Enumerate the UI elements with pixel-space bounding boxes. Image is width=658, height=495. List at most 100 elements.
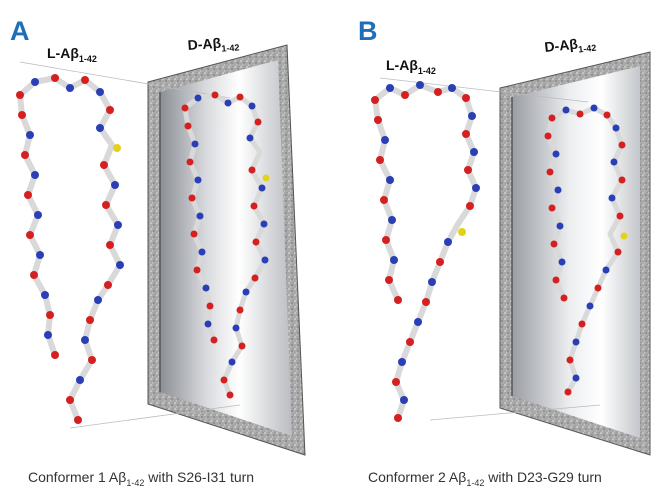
- nitrogen-atom: [224, 99, 232, 107]
- nitrogen-atom: [246, 134, 254, 142]
- atoms: [181, 91, 270, 399]
- nitrogen-atom: [590, 104, 598, 112]
- nitrogen-atom: [114, 221, 122, 229]
- panel-b-letter: B: [358, 16, 378, 46]
- oxygen-atom: [236, 306, 244, 314]
- nitrogen-atom: [228, 358, 236, 366]
- panel-a-d-peptide: [181, 91, 270, 399]
- oxygen-atom: [206, 302, 214, 310]
- oxygen-atom: [546, 168, 554, 176]
- oxygen-atom: [374, 116, 382, 124]
- nitrogen-atom: [258, 184, 266, 192]
- oxygen-atom: [436, 258, 444, 266]
- oxygen-atom: [544, 132, 552, 140]
- nitrogen-atom: [416, 81, 424, 89]
- nitrogen-atom: [468, 112, 476, 120]
- nitrogen-atom: [76, 376, 84, 384]
- oxygen-atom: [236, 93, 244, 101]
- oxygen-atom: [406, 338, 414, 346]
- nitrogen-atom: [260, 220, 268, 228]
- oxygen-atom: [594, 284, 602, 292]
- oxygen-atom: [21, 151, 29, 159]
- oxygen-atom: [578, 320, 586, 328]
- panel-b-left-label: L-Aβ1-42: [386, 57, 436, 76]
- reflection-guide-top: [379, 77, 589, 103]
- oxygen-atom: [550, 240, 558, 248]
- panel-b: B L-Aβ1-42 D-Aβ1-42: [358, 16, 651, 488]
- sulfur-atom: [620, 232, 628, 240]
- oxygen-atom: [188, 194, 196, 202]
- oxygen-atom: [548, 204, 556, 212]
- panel-a: A L-Aβ1-42 D-Aβ1-42: [10, 16, 306, 488]
- panel-b-right-label: D-Aβ1-42: [544, 34, 597, 58]
- nitrogen-atom: [586, 302, 594, 310]
- panel-b-l-peptide: [371, 81, 480, 422]
- mirror-glass: [512, 66, 640, 438]
- nitrogen-atom: [572, 374, 580, 382]
- oxygen-atom: [106, 106, 114, 114]
- panel-b-d-peptide: [544, 104, 628, 396]
- nitrogen-atom: [470, 148, 478, 156]
- nitrogen-atom: [196, 212, 204, 220]
- nitrogen-atom: [66, 84, 74, 92]
- oxygen-atom: [18, 111, 26, 119]
- oxygen-atom: [51, 74, 59, 82]
- nitrogen-atom: [202, 284, 210, 292]
- nitrogen-atom: [194, 94, 202, 102]
- nitrogen-atom: [554, 186, 562, 194]
- oxygen-atom: [100, 161, 108, 169]
- nitrogen-atom: [261, 256, 269, 264]
- oxygen-atom: [422, 298, 430, 306]
- oxygen-atom: [74, 416, 82, 424]
- nitrogen-atom: [198, 248, 206, 256]
- oxygen-atom: [184, 122, 192, 130]
- nitrogen-atom: [386, 84, 394, 92]
- nitrogen-atom: [552, 150, 560, 158]
- oxygen-atom: [26, 231, 34, 239]
- nitrogen-atom: [390, 256, 398, 264]
- nitrogen-atom: [444, 238, 452, 246]
- nitrogen-atom: [248, 102, 256, 110]
- oxygen-atom: [186, 158, 194, 166]
- oxygen-atom: [548, 114, 556, 122]
- reflection-guide-top: [19, 61, 231, 99]
- nitrogen-atom: [41, 291, 49, 299]
- oxygen-atom: [102, 201, 110, 209]
- oxygen-atom: [81, 76, 89, 84]
- nitrogen-atom: [31, 171, 39, 179]
- nitrogen-atom: [36, 251, 44, 259]
- nitrogen-atom: [428, 278, 436, 286]
- nitrogen-atom: [608, 194, 616, 202]
- nitrogen-atom: [448, 84, 456, 92]
- nitrogen-atom: [602, 266, 610, 274]
- sulfur-atom: [113, 144, 121, 152]
- oxygen-atom: [576, 110, 584, 118]
- oxygen-atom: [248, 166, 256, 174]
- oxygen-atom: [462, 94, 470, 102]
- oxygen-atom: [24, 191, 32, 199]
- panel-b-mirror: [379, 51, 651, 456]
- nitrogen-atom: [111, 181, 119, 189]
- nitrogen-atom: [398, 358, 406, 366]
- oxygen-atom: [193, 266, 201, 274]
- oxygen-atom: [106, 241, 114, 249]
- oxygen-atom: [238, 342, 246, 350]
- panel-a-caption: Conformer 1 Aβ1-42 with S26-I31 turn: [28, 469, 254, 488]
- atoms: [16, 74, 124, 424]
- reflection-guide-bottom: [429, 404, 601, 421]
- nitrogen-atom: [26, 131, 34, 139]
- nitrogen-atom: [191, 140, 199, 148]
- atoms: [371, 81, 480, 422]
- panel-a-l-peptide: [16, 74, 124, 424]
- oxygen-atom: [51, 351, 59, 359]
- panel-a-letter: A: [10, 16, 30, 46]
- oxygen-atom: [385, 276, 393, 284]
- nitrogen-atom: [386, 176, 394, 184]
- oxygen-atom: [392, 378, 400, 386]
- nitrogen-atom: [558, 258, 566, 266]
- nitrogen-atom: [94, 296, 102, 304]
- oxygen-atom: [401, 91, 409, 99]
- oxygen-atom: [66, 396, 74, 404]
- nitrogen-atom: [44, 331, 52, 339]
- nitrogen-atom: [388, 216, 396, 224]
